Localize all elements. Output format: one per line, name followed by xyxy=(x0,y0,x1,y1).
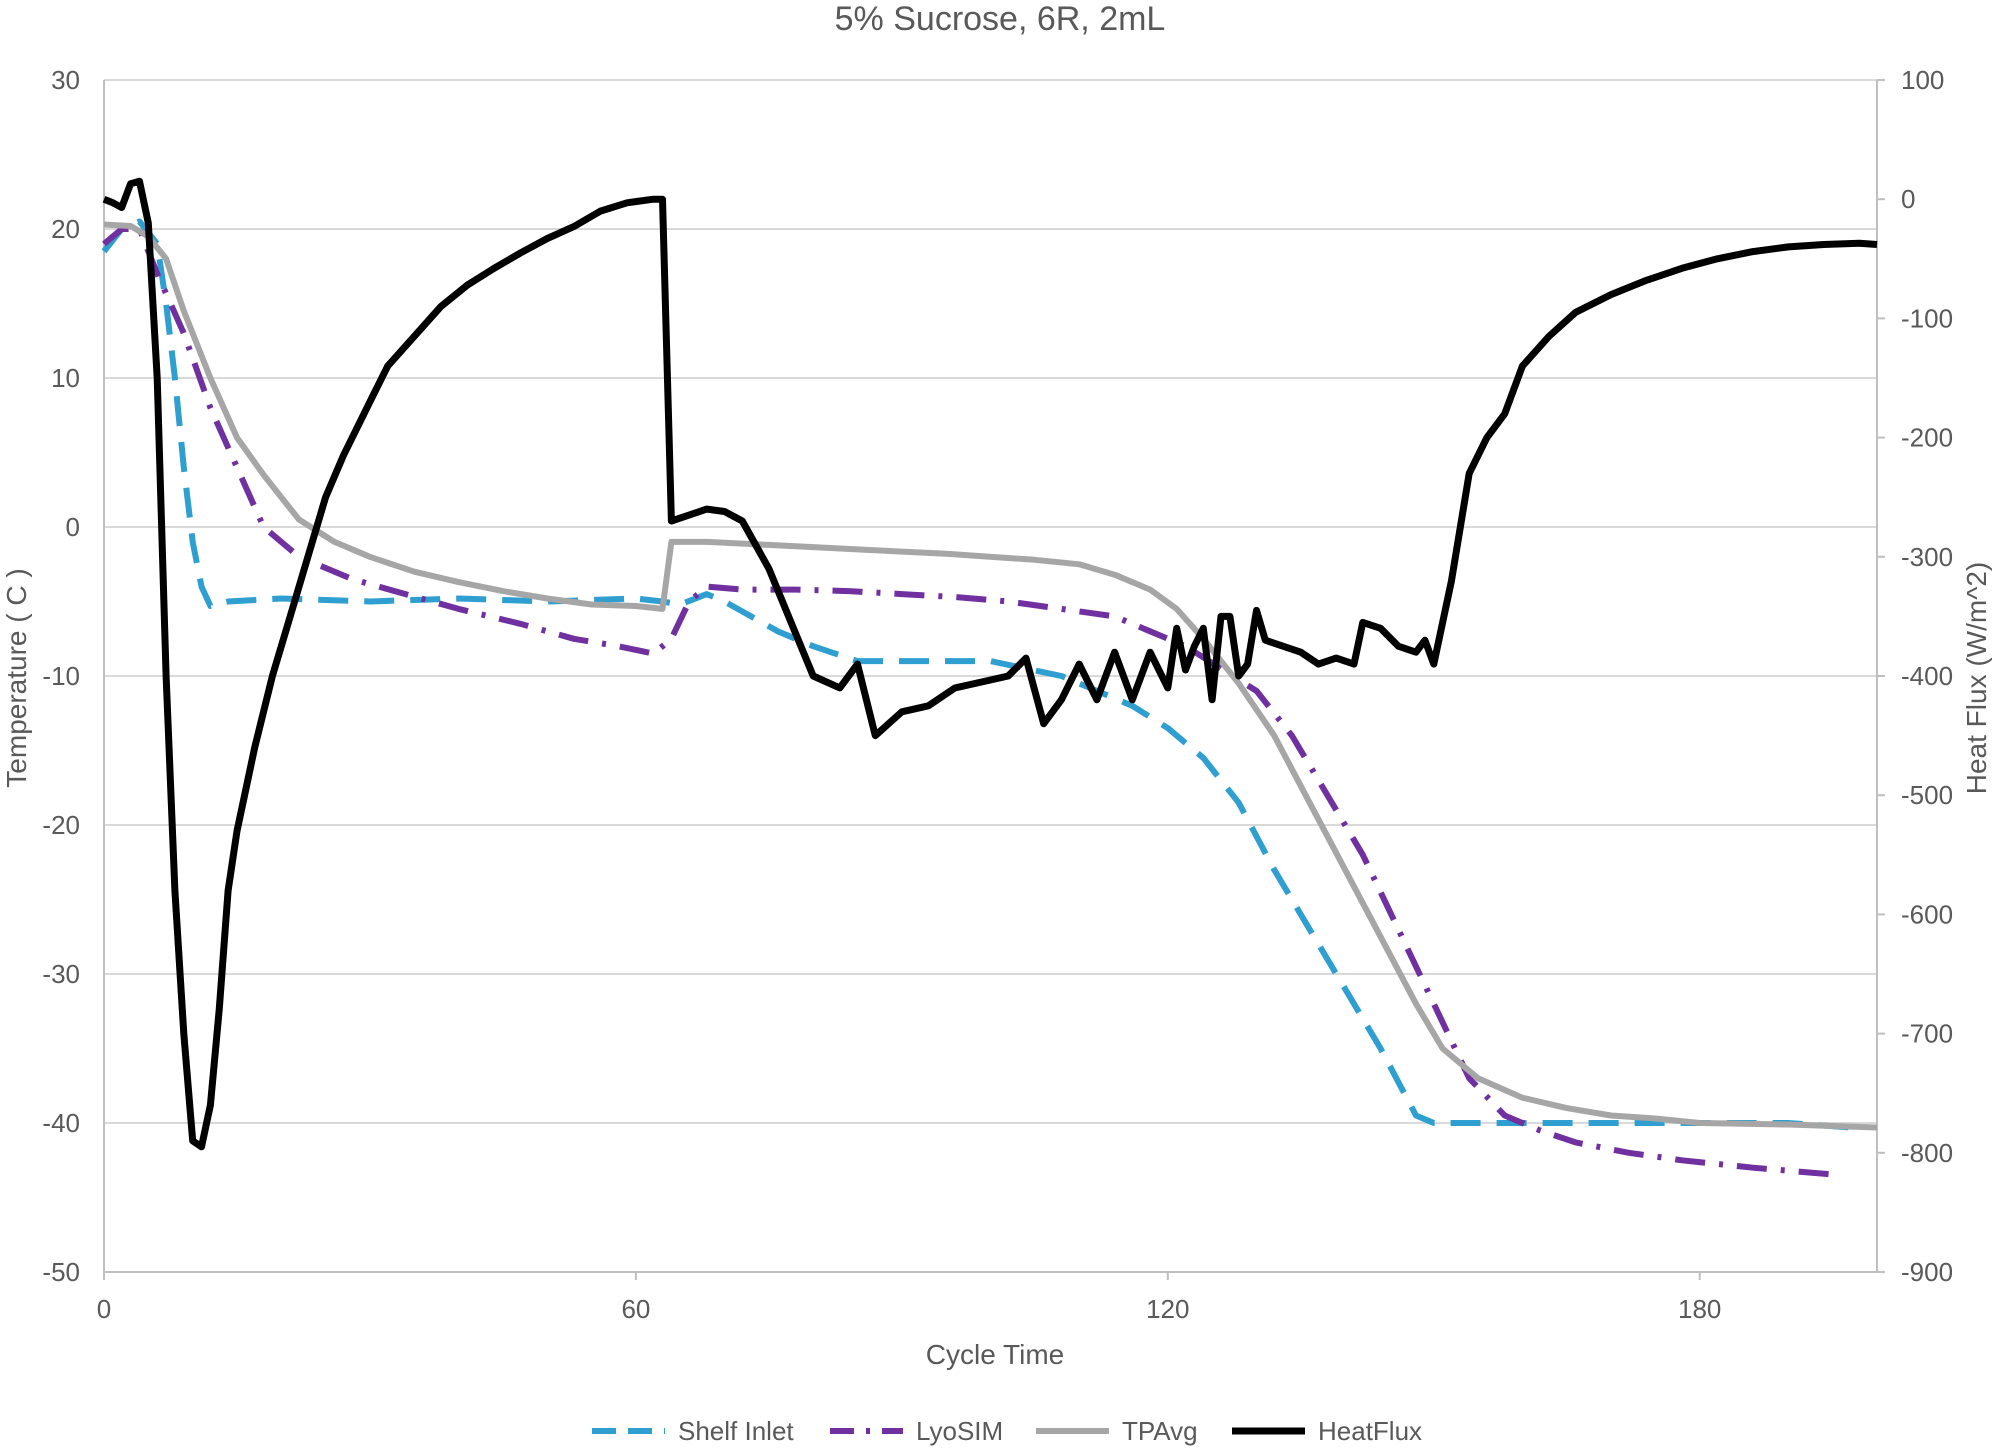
y2-tick-label-4: -300 xyxy=(1901,542,1953,572)
legend-label-shelf-inlet: Shelf Inlet xyxy=(678,1416,794,1446)
x-tick-label-2: 120 xyxy=(1146,1294,1189,1324)
y-tick-label-8: -50 xyxy=(42,1257,80,1287)
chart-title: 5% Sucrose, 6R, 2mL xyxy=(835,0,1166,38)
x-axis-label: Cycle Time xyxy=(926,1339,1064,1370)
gridlines xyxy=(104,79,1877,1124)
y2-tick-label-10: -900 xyxy=(1901,1257,1953,1287)
series-line-lyosim xyxy=(102,226,1842,1179)
legend-label-heatflux: HeatFlux xyxy=(1318,1416,1422,1446)
legend-label-tpavg: TPAvg xyxy=(1122,1416,1198,1446)
tick-labels: 3020100-10-20-30-40-501000-100-200-300-4… xyxy=(42,65,1953,1324)
y2-tick-label-2: -100 xyxy=(1901,303,1953,333)
y-tick-label-2: 10 xyxy=(51,363,80,393)
series-line-shelf-inlet xyxy=(101,218,1851,1131)
y2-tick-label-3: -200 xyxy=(1901,423,1953,453)
y2-tick-label-0: 100 xyxy=(1901,65,1944,95)
y2-tick-label-7: -600 xyxy=(1901,899,1953,929)
y2-tick-label-1: 0 xyxy=(1901,184,1915,214)
y-tick-label-0: 30 xyxy=(51,65,80,95)
legend-label-lyosim: LyoSIM xyxy=(916,1416,1003,1446)
legend: Shelf Inlet LyoSIM TPAvg HeatFlux xyxy=(592,1416,1422,1446)
y-tick-label-5: -20 xyxy=(42,810,80,840)
y2-tick-label-5: -400 xyxy=(1901,661,1953,691)
x-tick-label-1: 60 xyxy=(621,1294,650,1324)
series-line-heatflux xyxy=(102,177,1878,1151)
y2-tick-label-8: -700 xyxy=(1901,1019,1953,1049)
y-tick-label-7: -40 xyxy=(42,1108,80,1138)
y-tick-label-6: -30 xyxy=(42,959,80,989)
y-axis-label: Temperature ( C ) xyxy=(1,568,32,787)
y-tick-label-4: -10 xyxy=(42,661,80,691)
y-tick-label-3: 0 xyxy=(66,512,80,542)
axes xyxy=(103,79,1885,1280)
x-tick-label-3: 180 xyxy=(1678,1294,1721,1324)
y2-tick-label-9: -800 xyxy=(1901,1138,1953,1168)
x-tick-label-0: 0 xyxy=(97,1294,111,1324)
y2-tick-label-6: -500 xyxy=(1901,780,1953,810)
y-tick-label-1: 20 xyxy=(51,214,80,244)
series-line-tpavg xyxy=(103,221,1878,1131)
series-lines xyxy=(101,177,1878,1179)
y2-axis-label: Heat Flux (W/m^2) xyxy=(1961,562,1992,795)
